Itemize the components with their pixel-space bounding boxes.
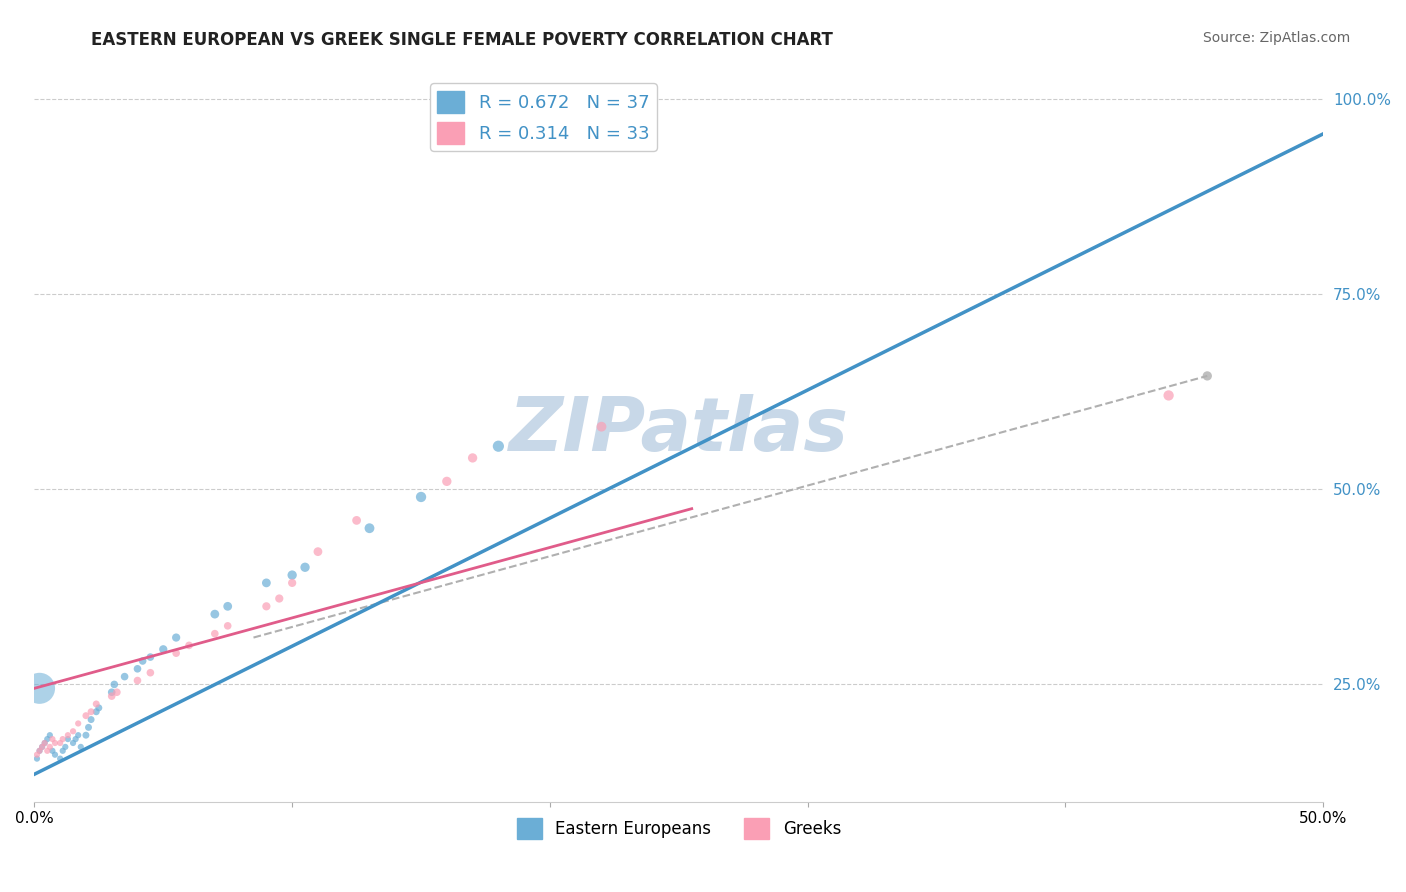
Point bbox=[75, 708, 97, 723]
Point bbox=[41, 732, 63, 747]
Point bbox=[49, 736, 72, 750]
Legend: Eastern Europeans, Greeks: Eastern Europeans, Greeks bbox=[510, 812, 848, 846]
Point bbox=[37, 744, 59, 758]
Point bbox=[31, 739, 53, 754]
Point bbox=[177, 639, 200, 653]
Point bbox=[41, 744, 63, 758]
Point bbox=[105, 685, 128, 699]
Point bbox=[127, 662, 149, 676]
Point bbox=[131, 654, 153, 668]
Point bbox=[80, 705, 103, 719]
Point bbox=[217, 599, 239, 614]
Point bbox=[87, 701, 110, 715]
Point bbox=[34, 736, 56, 750]
Text: ZIPatlas: ZIPatlas bbox=[509, 394, 849, 467]
Point bbox=[38, 728, 60, 742]
Point bbox=[103, 677, 125, 691]
Point bbox=[65, 732, 87, 747]
Point bbox=[49, 751, 72, 765]
Text: EASTERN EUROPEAN VS GREEK SINGLE FEMALE POVERTY CORRELATION CHART: EASTERN EUROPEAN VS GREEK SINGLE FEMALE … bbox=[91, 31, 834, 49]
Point bbox=[436, 475, 458, 489]
Point bbox=[165, 646, 187, 660]
Point bbox=[53, 739, 76, 754]
Point bbox=[77, 720, 100, 734]
Point bbox=[165, 631, 187, 645]
Point bbox=[100, 689, 122, 703]
Point bbox=[127, 673, 149, 688]
Point bbox=[359, 521, 381, 535]
Point bbox=[139, 650, 162, 665]
Point bbox=[28, 744, 51, 758]
Point bbox=[281, 568, 304, 582]
Point bbox=[67, 716, 90, 731]
Point bbox=[31, 739, 53, 754]
Point bbox=[409, 490, 432, 504]
Point bbox=[591, 419, 613, 434]
Point bbox=[38, 739, 60, 754]
Point bbox=[1197, 368, 1219, 383]
Point bbox=[217, 619, 239, 633]
Point bbox=[254, 575, 277, 590]
Point bbox=[62, 724, 84, 739]
Text: Source: ZipAtlas.com: Source: ZipAtlas.com bbox=[1202, 31, 1350, 45]
Point bbox=[84, 705, 107, 719]
Point bbox=[62, 736, 84, 750]
Point bbox=[461, 450, 484, 465]
Point bbox=[67, 728, 90, 742]
Point bbox=[152, 642, 174, 657]
Point bbox=[69, 739, 91, 754]
Point bbox=[44, 747, 66, 762]
Point bbox=[84, 697, 107, 711]
Point bbox=[114, 670, 136, 684]
Point bbox=[281, 575, 304, 590]
Point bbox=[254, 599, 277, 614]
Point bbox=[52, 744, 75, 758]
Point bbox=[80, 713, 103, 727]
Point bbox=[28, 681, 51, 696]
Point bbox=[25, 751, 48, 765]
Point bbox=[52, 732, 75, 747]
Point bbox=[28, 744, 51, 758]
Point bbox=[204, 626, 226, 640]
Point bbox=[44, 736, 66, 750]
Point bbox=[307, 544, 329, 558]
Point bbox=[25, 747, 48, 762]
Point bbox=[56, 732, 79, 747]
Point bbox=[486, 439, 509, 453]
Point bbox=[56, 728, 79, 742]
Point bbox=[139, 665, 162, 680]
Point bbox=[346, 513, 368, 527]
Point bbox=[269, 591, 291, 606]
Point bbox=[75, 728, 97, 742]
Point bbox=[1157, 388, 1180, 402]
Point bbox=[204, 607, 226, 621]
Point bbox=[34, 736, 56, 750]
Point bbox=[37, 732, 59, 747]
Point bbox=[294, 560, 316, 574]
Point bbox=[100, 685, 122, 699]
